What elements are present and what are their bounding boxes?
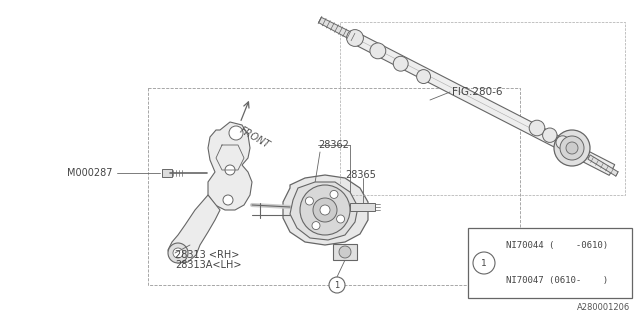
Circle shape [225, 165, 235, 175]
Circle shape [560, 136, 584, 160]
Text: FRONT: FRONT [238, 125, 272, 150]
Polygon shape [168, 195, 220, 263]
Polygon shape [319, 17, 355, 40]
Text: 28313A<LH>: 28313A<LH> [175, 260, 241, 270]
Circle shape [305, 197, 314, 205]
Text: 28362: 28362 [318, 140, 349, 150]
Text: M000287: M000287 [67, 168, 112, 178]
Circle shape [337, 215, 344, 223]
Polygon shape [588, 155, 618, 176]
Text: FIG.280-6: FIG.280-6 [452, 87, 502, 97]
Circle shape [320, 205, 330, 215]
Text: 28313 <RH>: 28313 <RH> [175, 250, 239, 260]
Circle shape [529, 120, 545, 136]
Circle shape [168, 243, 188, 263]
Circle shape [229, 126, 243, 140]
Circle shape [223, 195, 233, 205]
Polygon shape [290, 182, 358, 240]
Circle shape [554, 130, 590, 166]
Circle shape [393, 56, 408, 71]
Bar [468, 228, 632, 298]
Circle shape [330, 190, 338, 198]
Text: 28365: 28365 [345, 170, 376, 180]
Circle shape [417, 70, 431, 84]
Polygon shape [162, 169, 172, 177]
Polygon shape [333, 244, 357, 260]
Text: A280001206: A280001206 [577, 303, 630, 312]
Text: NI70044 (    -0610): NI70044 ( -0610) [506, 241, 608, 250]
Circle shape [339, 246, 351, 258]
Circle shape [173, 248, 183, 258]
Polygon shape [283, 175, 368, 245]
Polygon shape [208, 122, 252, 210]
Circle shape [473, 252, 495, 274]
Polygon shape [352, 33, 615, 175]
Text: 1: 1 [481, 259, 487, 268]
Polygon shape [350, 203, 375, 211]
Text: NI70047 (0610-    ): NI70047 (0610- ) [506, 276, 608, 285]
Circle shape [329, 277, 345, 293]
Circle shape [543, 128, 557, 142]
Text: 1: 1 [334, 281, 340, 290]
Circle shape [313, 198, 337, 222]
Circle shape [312, 221, 320, 229]
Circle shape [566, 142, 578, 154]
Circle shape [556, 136, 569, 149]
Circle shape [347, 30, 364, 46]
Circle shape [370, 43, 386, 59]
Circle shape [300, 185, 350, 235]
